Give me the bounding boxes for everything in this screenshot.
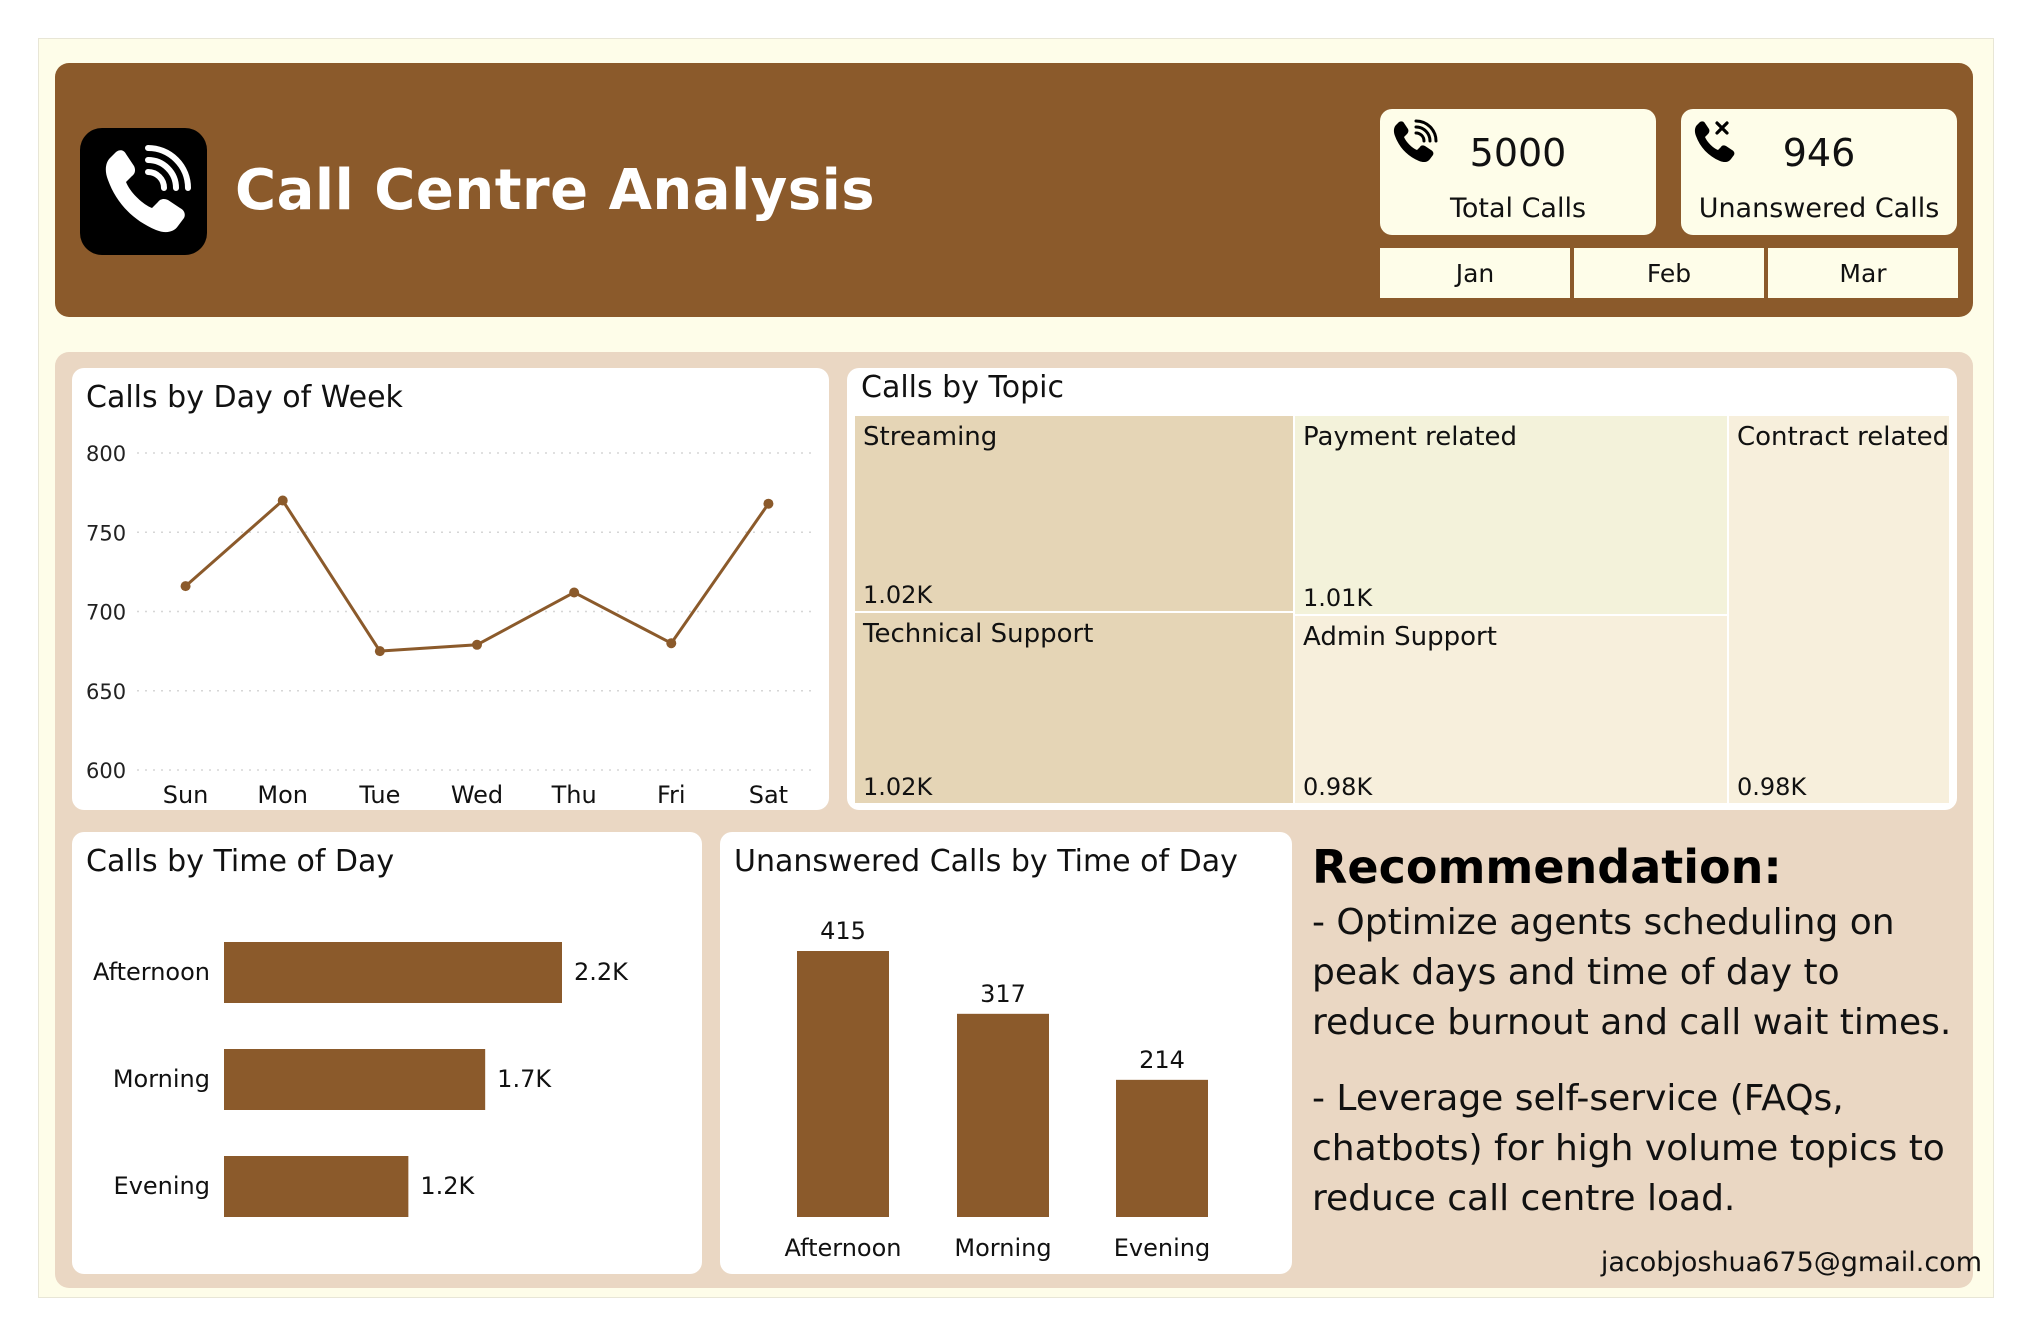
- tile-label: Streaming: [863, 422, 998, 452]
- bar: [224, 1049, 486, 1110]
- treemap-tile[interactable]: Contract related 0.98K: [1729, 416, 1949, 803]
- unanswered-calls-label: Unanswered Calls: [1698, 193, 1940, 224]
- bar: [224, 942, 562, 1003]
- y-tick-label: 750: [86, 521, 126, 545]
- author-email: jacobjoshua675@gmail.com: [1600, 1247, 1982, 1278]
- data-point: [180, 581, 191, 592]
- tile-value: 1.01K: [1303, 584, 1373, 612]
- bar: [957, 1013, 1049, 1217]
- data-point: [374, 646, 385, 657]
- data-label: 1.2K: [420, 1172, 475, 1200]
- calls-by-time-chart: Afternoon 2.2K Morning 1.7K Evening 1.2K: [93, 942, 629, 1217]
- data-point: [277, 495, 288, 506]
- category-label: Morning: [954, 1234, 1051, 1262]
- treemap-tile[interactable]: Payment related 1.01K: [1295, 416, 1727, 614]
- tile-label: Payment related: [1303, 422, 1518, 452]
- unanswered-calls-value: 946: [1782, 131, 1856, 175]
- x-tick-label: Fri: [657, 781, 686, 809]
- bar: [797, 951, 889, 1217]
- category-label: Evening: [114, 1172, 210, 1200]
- chart-title: Calls by Topic: [861, 370, 1064, 405]
- tile-value: 0.98K: [1303, 773, 1373, 801]
- series-line: [184, 498, 770, 653]
- calls-by-topic-treemap: Streaming 1.02K Technical Support 1.02K Paym…: [847, 368, 1957, 810]
- calls-by-day-chart: 800 750 700 650 600 Sun Mon Tue Wed Thu Fri Sat: [86, 442, 817, 809]
- tile-label: Contract related: [1737, 422, 1950, 452]
- chart-title: Calls by Time of Day: [86, 844, 395, 879]
- unanswered-by-time-chart: 415 Afternoon 317 Morning 214 Evening: [785, 917, 1211, 1262]
- recommendation-point: - Optimize agents scheduling on peak day…: [1312, 902, 1952, 1043]
- data-label: 214: [1139, 1046, 1185, 1074]
- month-button-jan[interactable]: Jan: [1380, 248, 1570, 298]
- data-label: 317: [980, 980, 1026, 1008]
- phone-ringing-icon: [1393, 119, 1438, 163]
- calls-by-time-card: Calls by Time of Day Afternoon 2.2K Mornin…: [72, 832, 702, 1274]
- recommendation-point: - Leverage self-service (FAQs, chatbots)…: [1312, 1078, 1945, 1219]
- phone-missed-icon: [1694, 121, 1735, 163]
- phone-call-icon: [80, 128, 207, 255]
- data-label: 1.7K: [497, 1065, 552, 1093]
- treemap-tile[interactable]: Admin Support 0.98K: [1295, 616, 1727, 803]
- category-label: Morning: [113, 1065, 210, 1093]
- total-calls-value: 5000: [1469, 131, 1567, 175]
- chart-title: Unanswered Calls by Time of Day: [734, 844, 1238, 879]
- y-tick-label: 600: [86, 759, 126, 783]
- recommendation-section: Recommendation: - Optimize agents schedu…: [1312, 832, 1962, 1272]
- bar: [1116, 1079, 1208, 1217]
- x-tick-label: Mon: [257, 781, 308, 809]
- x-tick-label: Sun: [163, 781, 209, 809]
- month-button-mar[interactable]: Mar: [1768, 248, 1958, 298]
- kpi-card-unanswered-calls: 946 Unanswered Calls: [1681, 109, 1957, 235]
- calls-by-topic-card: Calls by Topic Streaming 1.02K Technical S…: [847, 368, 1957, 810]
- x-tick-label: Wed: [451, 781, 503, 809]
- data-point: [569, 587, 580, 598]
- y-tick-label: 700: [86, 601, 126, 625]
- x-tick-label: Thu: [551, 781, 597, 809]
- chart-title: Calls by Day of Week: [86, 380, 403, 415]
- data-label: 2.2K: [574, 958, 629, 986]
- data-point: [763, 498, 774, 509]
- category-label: Evening: [1114, 1234, 1210, 1262]
- month-button-feb[interactable]: Feb: [1574, 248, 1764, 298]
- bar: [224, 1156, 409, 1217]
- tile-label: Admin Support: [1303, 622, 1497, 652]
- data-label: 415: [820, 917, 866, 945]
- calls-by-day-card: Calls by Day of Week 800 750 700 650 600 Sun M…: [72, 368, 829, 810]
- treemap-tile[interactable]: Technical Support 1.02K: [855, 613, 1293, 803]
- month-slicer: Jan Feb Mar: [1380, 248, 1958, 298]
- tile-value: 1.02K: [863, 581, 933, 609]
- x-tick-label: Tue: [358, 781, 400, 809]
- header-banner: Call Centre Analysis 5000 Total Calls 94…: [55, 63, 1973, 317]
- page-title: Call Centre Analysis: [235, 158, 876, 223]
- recommendation-title: Recommendation:: [1312, 840, 1782, 894]
- y-tick-label: 800: [86, 442, 126, 466]
- main-panel: Calls by Day of Week 800 750 700 650 600 Sun M…: [55, 352, 1973, 1288]
- y-tick-label: 650: [86, 680, 126, 704]
- category-label: Afternoon: [785, 1234, 902, 1262]
- x-tick-label: Sat: [749, 781, 788, 809]
- treemap-tile[interactable]: Streaming 1.02K: [855, 416, 1293, 611]
- tile-value: 0.98K: [1737, 773, 1807, 801]
- tile-label: Technical Support: [863, 619, 1094, 649]
- kpi-card-total-calls: 5000 Total Calls: [1380, 109, 1656, 235]
- data-point: [666, 638, 677, 649]
- total-calls-label: Total Calls: [1449, 193, 1587, 224]
- category-label: Afternoon: [93, 958, 210, 986]
- data-point: [472, 639, 482, 650]
- tile-value: 1.02K: [863, 773, 933, 801]
- unanswered-by-time-card: Unanswered Calls by Time of Day 415 After…: [720, 832, 1292, 1274]
